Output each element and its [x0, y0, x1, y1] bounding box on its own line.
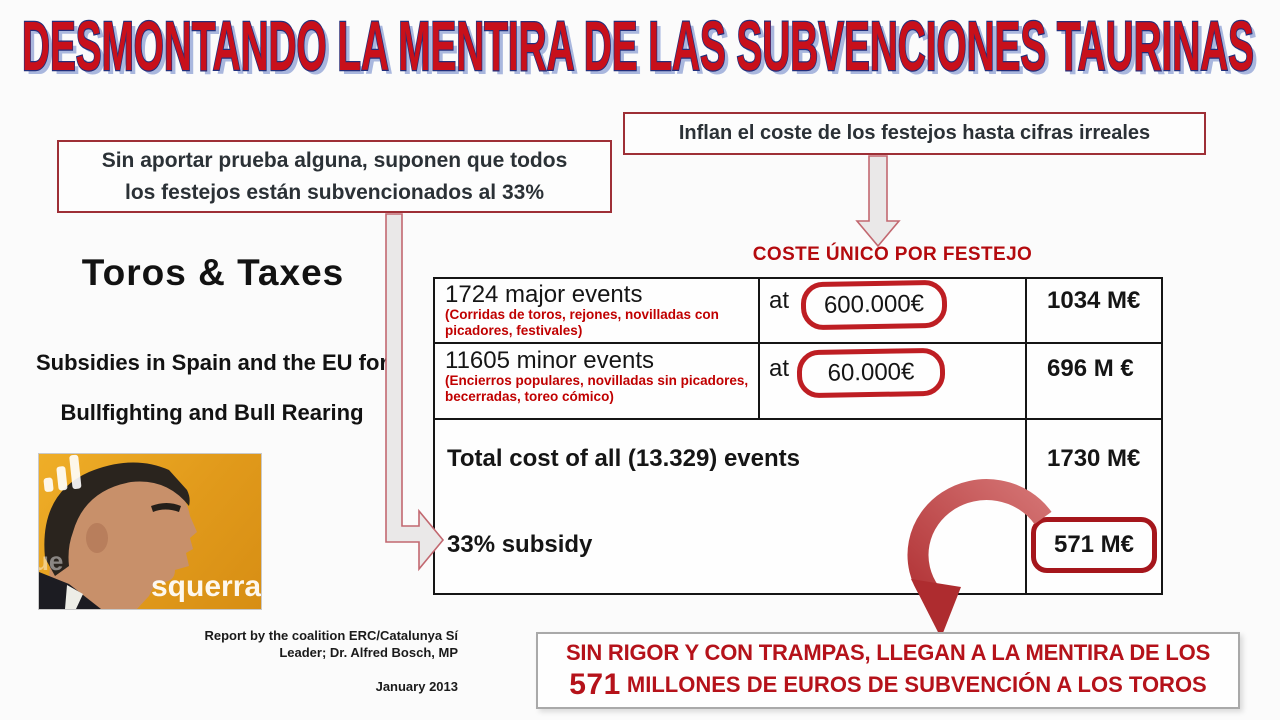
major-events-cost-oval: 600.000€: [800, 279, 948, 331]
conclusion-line2: 571 MILLONES DE EUROS DE SUBVENCIÓN A LO…: [538, 668, 1238, 702]
conclusion-number: 571: [569, 667, 621, 701]
minor-events-cost-oval: 60.000€: [796, 347, 946, 399]
conclusion-box: SIN RIGOR Y CON TRAMPAS, LLEGAN A LA MEN…: [536, 632, 1240, 709]
ear: [86, 523, 108, 553]
hair: [44, 462, 190, 576]
esquerra-logo: [43, 454, 82, 492]
callout-no-proof-line2: los festejos están subvencionados al 33%: [125, 180, 544, 204]
total-cost-label: Total cost of all (13.329) events: [447, 445, 801, 472]
conclusion-line1: SIN RIGOR Y CON TRAMPAS, LLEGAN A LA MEN…: [565, 639, 1211, 665]
main-title-banner: DESMONTANDO LA MENTIRA DE LAS SUBVENCION…: [21, 6, 1258, 88]
major-events-total: 1034 M€: [1047, 287, 1141, 314]
major-events-unit-cost: 600.000€: [823, 290, 925, 319]
report-title: Toros & Taxes: [81, 252, 345, 293]
down-arrow-icon: [855, 155, 901, 248]
major-events-label: 1724 major events: [445, 281, 643, 308]
shirt-collar: [65, 585, 83, 609]
subsidy-value: 571 M€: [1053, 531, 1135, 558]
credit-date: January 2013: [375, 678, 458, 694]
main-title: DESMONTANDO LA MENTIRA DE LAS SUBVENCION…: [22, 7, 1254, 85]
minor-events-total: 696 M €: [1047, 355, 1134, 382]
main-title-shadow: DESMONTANDO LA MENTIRA DE LAS SUBVENCION…: [26, 11, 1258, 88]
credit-line1: Report by the coalition ERC/Catalunya Sí: [204, 628, 458, 643]
photo-brand-text-partial: ue: [39, 546, 64, 576]
major-events-detail: (Corridas de toros, rejones, novilladas …: [445, 307, 719, 339]
report-subtitle-2: Bullfighting and Bull Rearing: [60, 400, 364, 425]
eyebrow: [151, 503, 181, 512]
table-col-divider-2: [1025, 279, 1027, 593]
photo-alfred-bosch: squerra ue: [38, 453, 262, 610]
minor-events-unit-cost: 60.000€: [827, 358, 915, 387]
minor-events-at: at: [769, 355, 790, 382]
table-col-divider-1: [758, 279, 760, 420]
report-subtitle-1: Subsidies in Spain and the EU for: [35, 350, 389, 375]
credit-block: Report by the coalition ERC/Catalunya Sí…: [168, 628, 458, 696]
table-row-divider-1: [435, 342, 1161, 344]
callout-no-proof: Sin aportar prueba alguna, suponen que t…: [57, 140, 612, 213]
callout-inflated-costs: Inflan el coste de los festejos hasta ci…: [623, 112, 1206, 155]
callout-inflated-costs-text: Inflan el coste de los festejos hasta ci…: [678, 122, 1151, 144]
table-row-divider-2: [435, 418, 1161, 420]
conclusion-line2-text: MILLONES DE EUROS DE SUBVENCIÓN A LOS TO…: [620, 671, 1207, 697]
credit-line2: Leader; Dr. Alfred Bosch, MP: [279, 644, 458, 660]
photo-brand-text: squerra: [151, 570, 262, 603]
total-cost-value: 1730 M€: [1047, 445, 1141, 472]
major-events-at: at: [769, 287, 790, 314]
subsidy-value-oval: 571 M€: [1031, 517, 1157, 573]
cost-per-event-header: COSTE ÚNICO POR FESTEJO: [752, 244, 1033, 265]
minor-events-detail: (Encierros populares, novilladas sin pic…: [445, 373, 749, 405]
subsidy-label: 33% subsidy: [447, 531, 593, 558]
minor-events-label: 11605 minor events: [445, 347, 655, 374]
face-profile-illustration: [39, 462, 197, 609]
callout-no-proof-line1: Sin aportar prueba alguna, suponen que t…: [101, 149, 568, 172]
events-table: 1724 major events (Corridas de toros, re…: [433, 277, 1163, 595]
